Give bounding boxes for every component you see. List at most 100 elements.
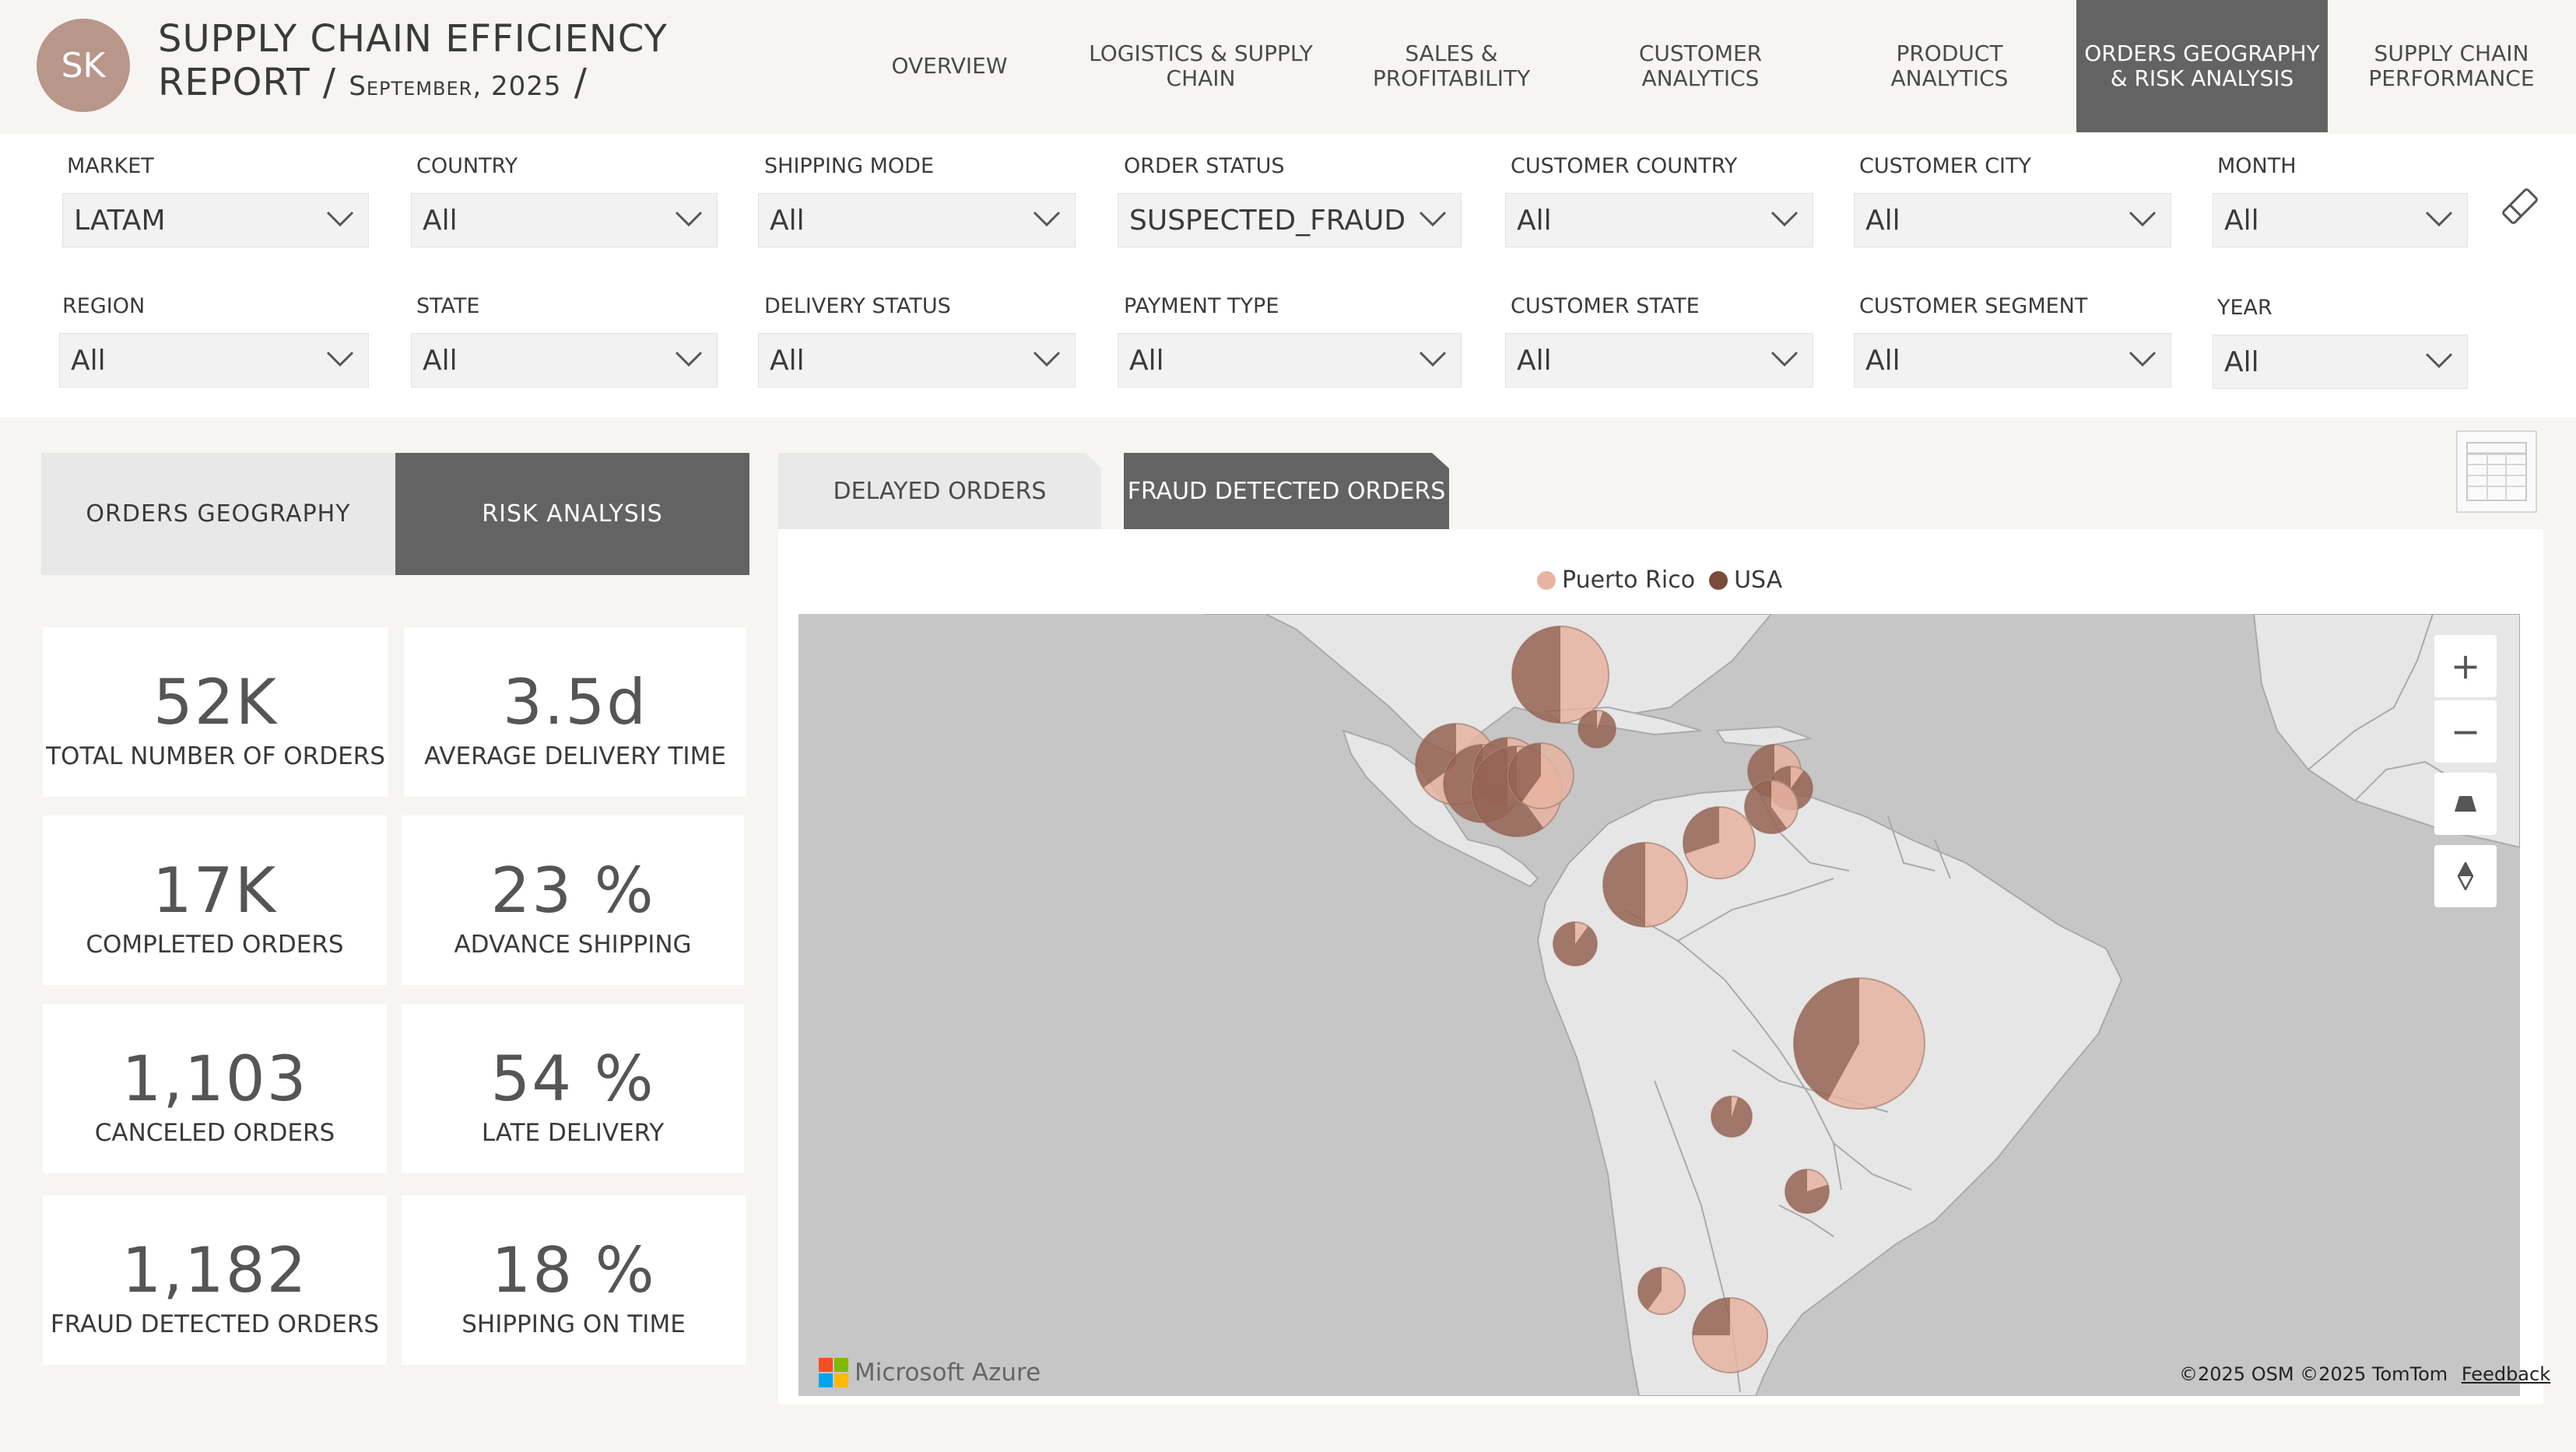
kpi-card-canceled-orders: 1,103 CANCELED ORDERS bbox=[43, 1004, 387, 1173]
nav-tab-orders-geography[interactable]: ORDERS GEOGRAPHY & RISK ANALYSIS bbox=[2076, 0, 2328, 132]
filter-label-customer-country: CUSTOMER COUNTRY bbox=[1511, 154, 1738, 178]
customer-city-value: All bbox=[1865, 204, 1900, 237]
filter-label-customer-city: CUSTOMER CITY bbox=[1859, 154, 2031, 178]
filter-label-region: REGION bbox=[62, 294, 146, 318]
filter-label-state: STATE bbox=[416, 294, 480, 318]
land-hispaniola bbox=[1715, 725, 1813, 748]
zoom-out-icon[interactable]: − bbox=[2434, 700, 2497, 763]
customer-segment-value: All bbox=[1865, 344, 1900, 377]
tab-fraud-detected-orders[interactable]: FRAUD DETECTED ORDERS bbox=[1124, 453, 1449, 529]
filter-label-customer-segment: CUSTOMER SEGMENT bbox=[1859, 294, 2088, 318]
country-value: All bbox=[423, 204, 458, 237]
order-status-value: SUSPECTED_FRAUD bbox=[1129, 204, 1406, 237]
nav-tab-logistics[interactable]: LOGISTICS & SUPPLY CHAIN bbox=[1089, 40, 1313, 91]
nav-tab-customer[interactable]: CUSTOMER ANALYTICS bbox=[1638, 40, 1763, 91]
chevron-down-icon bbox=[1771, 351, 1799, 367]
legend-label-puerto-rico: Puerto Rico bbox=[1562, 566, 1696, 594]
eraser-icon[interactable] bbox=[2498, 184, 2542, 228]
microsoft-logo-icon bbox=[819, 1358, 848, 1387]
pie-marker[interactable] bbox=[1692, 1297, 1768, 1373]
state-dropdown[interactable]: All bbox=[411, 333, 718, 388]
pie-marker[interactable] bbox=[1785, 1169, 1830, 1214]
kpi-value: 3.5d bbox=[502, 666, 648, 738]
customer-segment-dropdown[interactable]: All bbox=[1854, 333, 2171, 388]
filter-label-order-status: ORDER STATUS bbox=[1124, 154, 1285, 178]
kpi-label: COMPLETED ORDERS bbox=[86, 931, 344, 959]
kpi-label: LATE DELIVERY bbox=[481, 1119, 665, 1147]
compass-icon[interactable] bbox=[2434, 845, 2497, 907]
chevron-down-icon bbox=[1419, 351, 1447, 367]
pie-marker[interactable] bbox=[1637, 1267, 1686, 1315]
report-title-slash: / bbox=[574, 61, 588, 104]
pitch-icon[interactable] bbox=[2434, 773, 2497, 835]
report-date: September, 2025 bbox=[349, 71, 562, 102]
kpi-label: SHIPPING ON TIME bbox=[462, 1310, 686, 1338]
chevron-down-icon bbox=[326, 351, 354, 367]
feedback-link[interactable]: Feedback bbox=[2461, 1363, 2551, 1385]
kpi-value: 18 % bbox=[491, 1234, 656, 1306]
country-dropdown[interactable]: All bbox=[411, 193, 718, 247]
kpi-value: 17K bbox=[152, 854, 278, 927]
payment-type-value: All bbox=[1129, 344, 1164, 377]
filter-label-delivery-status: DELIVERY STATUS bbox=[764, 294, 951, 318]
legend-label-usa: USA bbox=[1734, 566, 1783, 594]
region-value: All bbox=[71, 344, 106, 377]
pie-marker[interactable] bbox=[1511, 626, 1609, 724]
kpi-value: 54 % bbox=[490, 1043, 655, 1115]
kpi-label: CANCELED ORDERS bbox=[94, 1119, 335, 1147]
customer-country-value: All bbox=[1517, 204, 1552, 237]
customer-state-value: All bbox=[1517, 344, 1552, 377]
tab-risk-analysis[interactable]: RISK ANALYSIS bbox=[395, 453, 749, 575]
map-canvas[interactable]: + − bbox=[798, 614, 2520, 1396]
tab-orders-geography[interactable]: ORDERS GEOGRAPHY bbox=[41, 453, 395, 575]
table-view-icon[interactable] bbox=[2456, 430, 2537, 513]
filter-label-year: YEAR bbox=[2217, 296, 2272, 320]
azure-logo: Microsoft Azure bbox=[819, 1358, 1041, 1387]
market-value: LATAM bbox=[74, 204, 166, 237]
chevron-down-icon bbox=[1033, 351, 1061, 367]
tab-delayed-orders[interactable]: DELAYED ORDERS bbox=[778, 453, 1101, 529]
kpi-value: 1,182 bbox=[121, 1234, 308, 1306]
customer-city-dropdown[interactable]: All bbox=[1854, 193, 2171, 247]
year-value: All bbox=[2224, 345, 2259, 378]
filter-label-customer-state: CUSTOMER STATE bbox=[1511, 294, 1700, 318]
month-dropdown[interactable]: All bbox=[2213, 193, 2468, 247]
kpi-label: FRAUD DETECTED ORDERS bbox=[50, 1310, 380, 1338]
kpi-card-avg-delivery-time: 3.5d AVERAGE DELIVERY TIME bbox=[404, 627, 746, 797]
payment-type-dropdown[interactable]: All bbox=[1118, 333, 1462, 388]
pie-marker[interactable] bbox=[1744, 780, 1799, 834]
customer-country-dropdown[interactable]: All bbox=[1505, 193, 1813, 247]
azure-brand-text: Microsoft Azure bbox=[855, 1359, 1041, 1387]
market-dropdown[interactable]: LATAM bbox=[62, 193, 369, 247]
filter-label-month: MONTH bbox=[2217, 154, 2297, 178]
shipping-mode-dropdown[interactable]: All bbox=[758, 193, 1076, 247]
order-status-dropdown[interactable]: SUSPECTED_FRAUD bbox=[1118, 193, 1462, 247]
kpi-card-late-delivery: 54 % LATE DELIVERY bbox=[402, 1004, 744, 1173]
pie-marker[interactable] bbox=[1553, 921, 1598, 966]
customer-state-dropdown[interactable]: All bbox=[1505, 333, 1813, 388]
kpi-value: 1,103 bbox=[121, 1043, 308, 1115]
nav-tab-overview[interactable]: OVERVIEW bbox=[891, 53, 1008, 79]
nav-tab-sales[interactable]: SALES & PROFITABILITY bbox=[1372, 40, 1531, 91]
pie-marker[interactable] bbox=[1578, 710, 1616, 749]
pie-marker[interactable] bbox=[1507, 742, 1574, 809]
pie-marker[interactable] bbox=[1683, 806, 1756, 879]
nav-tab-product[interactable]: PRODUCT ANALYTICS bbox=[1890, 40, 2009, 91]
avatar: SK bbox=[37, 19, 130, 112]
zoom-in-icon[interactable]: + bbox=[2434, 635, 2497, 697]
legend-dot-puerto-rico bbox=[1537, 570, 1556, 590]
year-dropdown[interactable]: All bbox=[2213, 335, 2468, 389]
kpi-label: AVERAGE DELIVERY TIME bbox=[424, 742, 726, 770]
pie-marker[interactable] bbox=[1602, 842, 1688, 928]
month-value: All bbox=[2224, 204, 2259, 237]
pie-marker[interactable] bbox=[1711, 1096, 1753, 1138]
chevron-down-icon bbox=[1033, 211, 1061, 227]
kpi-value: 23 % bbox=[490, 854, 655, 927]
kpi-label: ADVANCE SHIPPING bbox=[454, 931, 692, 959]
pie-markers-layer bbox=[1415, 626, 1925, 1373]
nav-tab-supply-chain-performance[interactable]: SUPPLY CHAIN PERFORMANCE bbox=[2368, 40, 2535, 91]
pie-marker[interactable] bbox=[1793, 977, 1925, 1110]
region-dropdown[interactable]: All bbox=[59, 333, 369, 388]
chevron-down-icon bbox=[326, 211, 354, 227]
delivery-status-dropdown[interactable]: All bbox=[758, 333, 1076, 388]
